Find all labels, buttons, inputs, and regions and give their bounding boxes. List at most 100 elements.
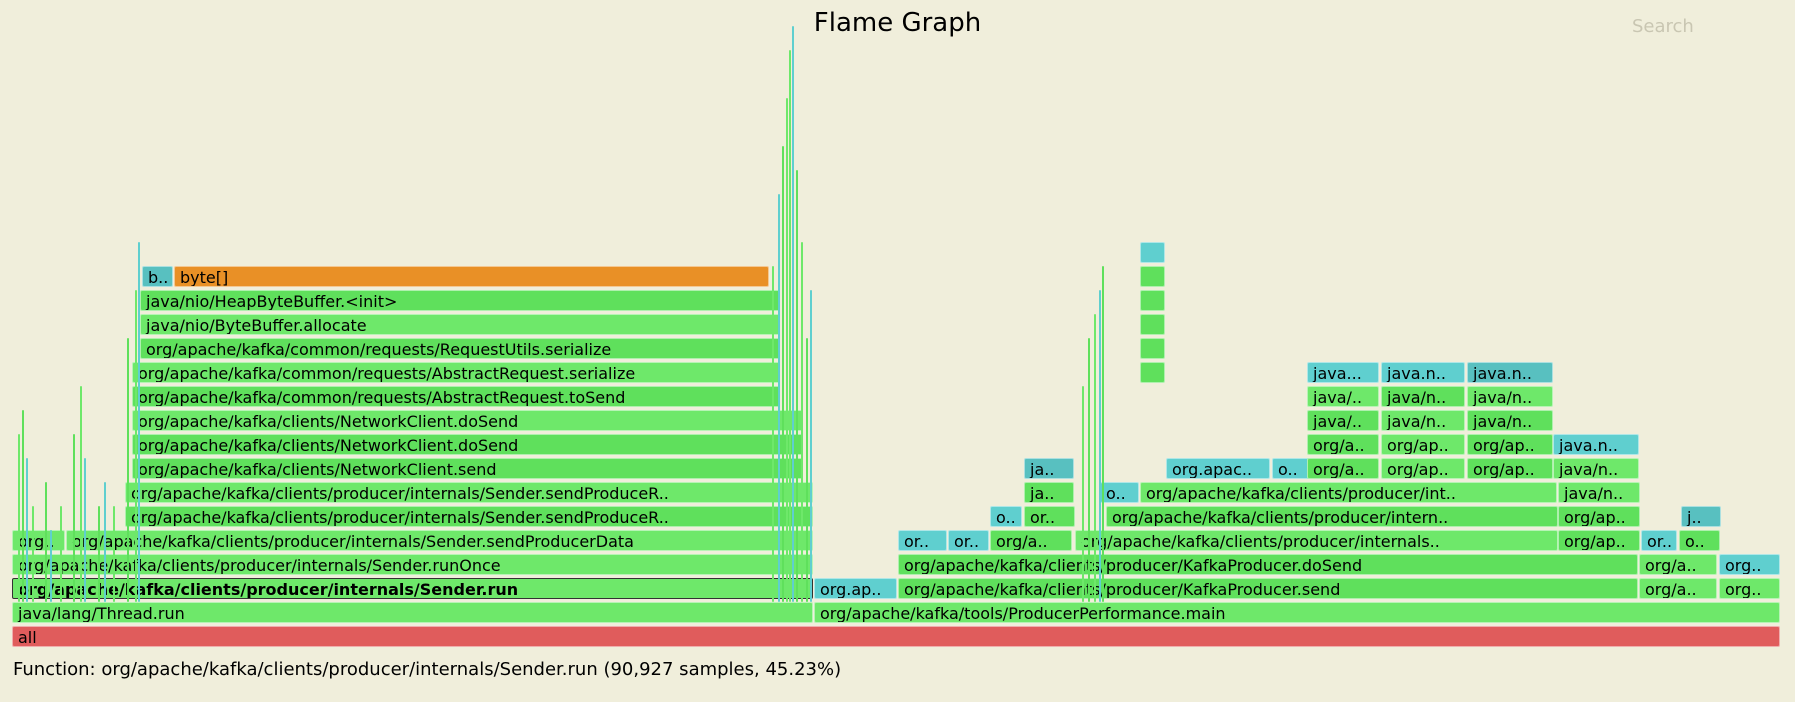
narrow-stack-frame[interactable]	[801, 242, 803, 602]
stack-frame[interactable]: org/apache/kafka/common/requests/Request…	[140, 338, 780, 359]
narrow-stack-frame[interactable]	[806, 338, 808, 602]
narrow-stack-frame[interactable]	[810, 290, 812, 602]
stack-frame[interactable]: or..	[1024, 506, 1075, 527]
stack-frame[interactable]: org.apac..	[1166, 458, 1270, 479]
stack-frame[interactable]: org/ap..	[1467, 434, 1553, 455]
stack-frame[interactable]: org/a..	[990, 530, 1072, 551]
stack-frame[interactable]: java/..	[1307, 386, 1379, 407]
stack-frame[interactable]: org/apache/kafka/clients/producer/int..	[1140, 482, 1557, 503]
narrow-stack-frame[interactable]	[45, 482, 47, 602]
stack-frame[interactable]: java/n..	[1381, 410, 1465, 431]
stack-frame[interactable]: org/apache/kafka/common/requests/Abstrac…	[132, 362, 780, 383]
stack-frame[interactable]: java/nio/HeapByteBuffer.<init>	[140, 290, 780, 311]
narrow-stack-frame[interactable]	[778, 194, 780, 602]
stack-frame[interactable]: byte[]	[174, 266, 769, 287]
stack-frame[interactable]: org/apache/kafka/clients/NetworkClient.d…	[132, 410, 803, 431]
stack-frame[interactable]: o..	[1272, 458, 1310, 479]
stack-frame[interactable]: org/apache/kafka/clients/producer/intern…	[125, 506, 813, 527]
stack-frame[interactable]: java/n..	[1381, 386, 1465, 407]
narrow-stack-frame[interactable]	[104, 482, 106, 602]
stack-frame[interactable]: org/apache/kafka/tools/ProducerPerforman…	[814, 602, 1780, 623]
narrow-stack-frame[interactable]	[1102, 266, 1104, 602]
stack-frame[interactable]: org..	[1719, 554, 1780, 575]
stack-frame[interactable]: org/ap..	[1381, 458, 1465, 479]
narrow-stack-frame[interactable]	[786, 98, 788, 602]
narrow-stack-frame[interactable]	[1082, 386, 1084, 602]
stack-frame[interactable]: org/a..	[1639, 554, 1717, 575]
stack-frame[interactable]: org/apache/kafka/clients/producer/intern…	[1075, 530, 1558, 551]
stack-frame[interactable]: b..	[142, 266, 173, 287]
stack-frame[interactable]: or..	[1641, 530, 1677, 551]
narrow-stack-frame[interactable]	[98, 506, 100, 602]
stack-frame[interactable]: o..	[990, 506, 1022, 527]
stack-frame[interactable]: ja..	[1024, 458, 1074, 479]
stack-frame[interactable]: org/apache/kafka/clients/producer/intern…	[66, 530, 813, 551]
stack-frame[interactable]: java/n..	[1558, 482, 1640, 503]
narrow-stack-frame[interactable]	[135, 290, 137, 602]
narrow-stack-frame[interactable]	[84, 458, 86, 602]
narrow-stack-frame[interactable]	[50, 530, 52, 602]
narrow-stack-frame[interactable]	[789, 50, 791, 602]
search-button[interactable]: Search	[1632, 16, 1694, 37]
stack-frame[interactable]: o..	[1100, 482, 1139, 503]
narrow-stack-frame[interactable]	[782, 146, 784, 602]
stack-frame[interactable]: java.n..	[1381, 362, 1465, 383]
stack-frame[interactable]: java/..	[1307, 410, 1379, 431]
stack-frame[interactable]: java/lang/Thread.run	[12, 602, 813, 623]
narrow-stack-frame[interactable]	[60, 506, 62, 602]
stack-frame[interactable]	[1140, 242, 1165, 263]
narrow-stack-frame[interactable]	[32, 506, 34, 602]
stack-frame[interactable]: org/apache/kafka/clients/NetworkClient.d…	[132, 434, 803, 455]
narrow-stack-frame[interactable]	[80, 386, 82, 602]
narrow-stack-frame[interactable]	[796, 170, 798, 602]
narrow-stack-frame[interactable]	[113, 506, 115, 602]
stack-frame[interactable]: or..	[898, 530, 947, 551]
stack-frame[interactable]	[1140, 290, 1165, 311]
narrow-stack-frame[interactable]	[1099, 290, 1101, 602]
stack-frame[interactable]: org/apache/kafka/clients/producer/KafkaP…	[898, 578, 1638, 599]
stack-frame[interactable]: ja..	[1024, 482, 1074, 503]
stack-frame[interactable]: org/apache/kafka/clients/NetworkClient.s…	[132, 458, 803, 479]
stack-frame[interactable]: org/a..	[1639, 578, 1717, 599]
narrow-stack-frame[interactable]	[792, 26, 794, 602]
narrow-stack-frame[interactable]	[18, 434, 20, 602]
stack-frame[interactable]: or..	[948, 530, 989, 551]
stack-frame[interactable]: java/n..	[1553, 458, 1639, 479]
stack-frame[interactable]: org/apache/kafka/common/requests/Abstrac…	[132, 386, 780, 407]
stack-frame[interactable]	[1140, 338, 1165, 359]
stack-frame[interactable]: org/ap..	[1467, 458, 1553, 479]
stack-frame-label: org/apache/kafka/clients/producer/intern…	[1112, 508, 1449, 527]
stack-frame[interactable]: org/ap..	[1381, 434, 1465, 455]
narrow-stack-frame[interactable]	[772, 266, 774, 602]
stack-frame[interactable]: j..	[1681, 506, 1721, 527]
stack-frame[interactable]: java.n..	[1553, 434, 1639, 455]
selected-stack-frame[interactable]: org/apache/kafka/clients/producer/intern…	[12, 578, 813, 599]
stack-frame[interactable]: org.ap..	[814, 578, 897, 599]
narrow-stack-frame[interactable]	[138, 242, 140, 602]
stack-frame[interactable]: o..	[1679, 530, 1720, 551]
stack-frame[interactable]	[1140, 314, 1165, 335]
narrow-stack-frame[interactable]	[22, 410, 24, 602]
stack-frame[interactable]	[1140, 362, 1165, 383]
stack-frame[interactable]: org/ap..	[1558, 530, 1640, 551]
stack-frame[interactable]: all	[12, 626, 1780, 647]
stack-frame[interactable]: org/apache/kafka/clients/producer/KafkaP…	[898, 554, 1638, 575]
stack-frame[interactable]: java/n..	[1467, 410, 1553, 431]
stack-frame[interactable]: org/a..	[1307, 458, 1379, 479]
stack-frame[interactable]: java/nio/ByteBuffer.allocate	[140, 314, 780, 335]
stack-frame[interactable]: org/apache/kafka/clients/producer/intern…	[125, 482, 813, 503]
stack-frame[interactable]	[1140, 266, 1165, 287]
narrow-stack-frame[interactable]	[1094, 314, 1096, 602]
narrow-stack-frame[interactable]	[127, 338, 129, 602]
narrow-stack-frame[interactable]	[1088, 338, 1090, 602]
stack-frame[interactable]: org/apache/kafka/clients/producer/intern…	[12, 554, 813, 575]
stack-frame[interactable]: java...	[1307, 362, 1379, 383]
stack-frame[interactable]: java.n..	[1467, 362, 1553, 383]
stack-frame[interactable]: org/a..	[1307, 434, 1379, 455]
stack-frame[interactable]: org/apache/kafka/clients/producer/intern…	[1106, 506, 1558, 527]
stack-frame[interactable]: java/n..	[1467, 386, 1553, 407]
stack-frame[interactable]: org/ap..	[1558, 506, 1640, 527]
narrow-stack-frame[interactable]	[26, 458, 28, 602]
narrow-stack-frame[interactable]	[73, 434, 75, 602]
stack-frame[interactable]: org..	[1719, 578, 1780, 599]
